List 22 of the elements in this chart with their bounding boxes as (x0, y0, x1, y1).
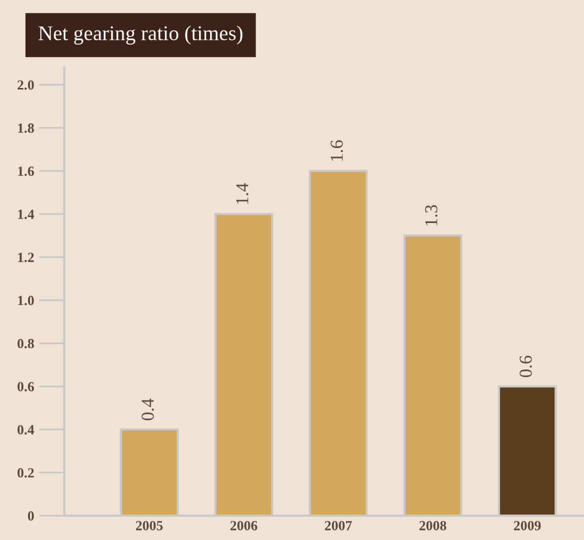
y-tick-label: 1.2 (18, 252, 34, 262)
data-label: 0.4 (142, 398, 154, 420)
y-tick-label: 1.8 (18, 123, 34, 133)
y-tick-label: 0.8 (18, 338, 34, 348)
x-tick-label: 2008 (419, 520, 446, 530)
y-tick-label: 1.0 (18, 296, 34, 306)
y-tick-label: 1.6 (18, 166, 34, 176)
data-label: 1.3 (425, 205, 438, 226)
y-tick-label: 1.4 (18, 210, 34, 220)
y-tick-label: 0.6 (18, 382, 34, 392)
data-label: 1.6 (330, 140, 343, 161)
y-tick-label: 2.0 (18, 80, 34, 90)
chart-title: Net gearing ratio (times) (38, 26, 242, 45)
y-tick-label: 0.2 (18, 468, 34, 478)
x-tick-label: 2006 (230, 520, 258, 530)
x-tick-label: 2007 (324, 520, 352, 530)
data-label: 1.4 (236, 183, 248, 204)
x-tick-label: 2005 (136, 520, 163, 530)
x-tick-label: 2009 (514, 520, 541, 530)
y-tick-label: 0 (28, 511, 34, 521)
data-label: 0.6 (520, 356, 532, 378)
y-tick-label: 0.4 (18, 425, 34, 435)
